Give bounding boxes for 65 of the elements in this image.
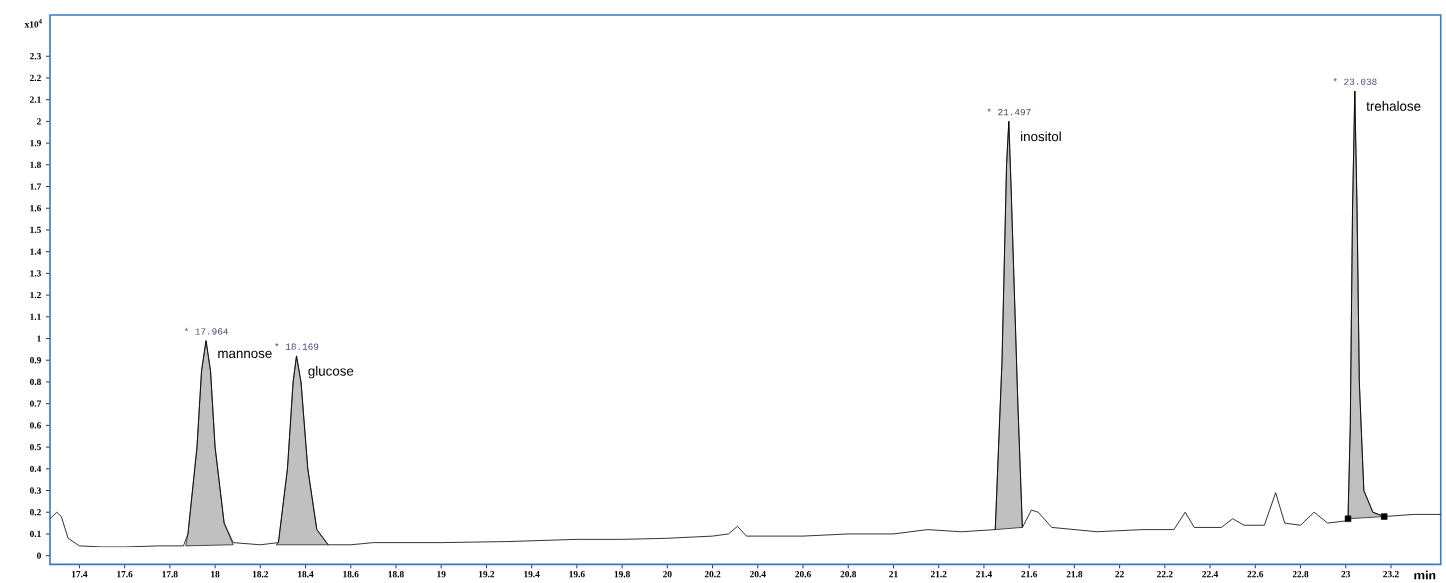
x-tick-label: 21.8 [1066,571,1083,578]
y-tick-label: 1.1 [30,313,41,320]
x-tick-label: 23.2 [1383,571,1399,578]
y-tick-label: 2.3 [30,53,41,60]
y-tick-label: 0.8 [29,378,41,386]
y-tick-label: 1.2 [30,291,41,299]
y-tick-label: 1.8 [30,161,41,168]
x-tick-label: 19.4 [524,571,540,578]
annotation: * 17.964 [184,327,228,335]
x-tick-label: 23 [1341,571,1351,578]
x-tick-label: 21 [889,571,898,578]
y-tick-label: 1.9 [30,139,41,147]
x-tick-label: 18.4 [298,571,314,578]
x-tick-label: 20.2 [704,571,721,578]
x-tick-label: 20.8 [840,571,857,578]
y-tick-label: 0.3 [29,487,41,494]
x-tick-label: 20.6 [795,571,811,578]
x-tick-label: 21.4 [976,571,992,578]
x-tick-label: 19.8 [614,571,630,578]
x-tick-label: 18.2 [252,571,269,578]
x-tick-label: 22.4 [1202,571,1219,578]
y-tick-label: 2 [37,118,41,125]
annotation: mannose [218,350,272,359]
y-axis-title: x10$^{4}$ [24,18,42,28]
y-tick-label: 0.6 [29,422,42,429]
y-tick-label: 2.2 [30,74,41,82]
x-tick-label: 18 [211,571,220,578]
x-tick-label: 19 [437,571,446,578]
y-tick-label: 0 [36,552,41,559]
x-tick-label: 17.4 [71,571,88,578]
y-tick-label: 1.3 [30,270,41,277]
y-tick-label: 1 [37,335,41,342]
y-tick-label: 0.9 [29,357,41,364]
x-tick-label: 18.8 [388,571,404,578]
x-tick-label: 20.4 [750,571,766,578]
x-tick-label: 22.8 [1292,571,1309,578]
annotation: * 18.169 [275,343,319,350]
x-tick-label: 21.6 [1021,571,1038,578]
annotation: * 21.497 [987,108,1031,116]
annotation: glucose [308,365,354,379]
y-tick-label: 1.7 [30,183,42,190]
annotation: inositol [1021,131,1061,142]
x-tick-label: 19.6 [569,571,585,578]
y-tick-label: 2.1 [30,96,41,103]
x-tick-label: 22.2 [1157,571,1173,578]
y-tick-label: 0.1 [29,530,41,538]
y-tick-label: 0.7 [29,400,42,407]
y-tick-label: 1.5 [30,226,41,234]
y-tick-label: 1.6 [30,205,42,212]
x-tick-label: 20 [663,571,672,578]
x-tick-label: 21.2 [930,571,947,578]
y-tick-label: 0.2 [29,509,41,516]
y-tick-label: 0.5 [29,443,41,451]
y-tick-label: 1.4 [30,248,42,255]
x-tick-label: 22 [1115,571,1124,578]
x-tick-label: 22.6 [1247,571,1264,578]
x-tick-label: 17.6 [117,571,133,578]
annotation: trehalose [1366,101,1421,111]
x-tick-label: 17.8 [162,571,178,578]
y-tick-label: 0.4 [29,465,42,472]
annotation: * 23.038 [1333,78,1377,85]
line-series [50,90,1441,548]
x-tick-label: 19.2 [479,571,495,578]
x-axis-title: min [1414,570,1436,580]
x-tick-label: 18.6 [343,571,359,578]
